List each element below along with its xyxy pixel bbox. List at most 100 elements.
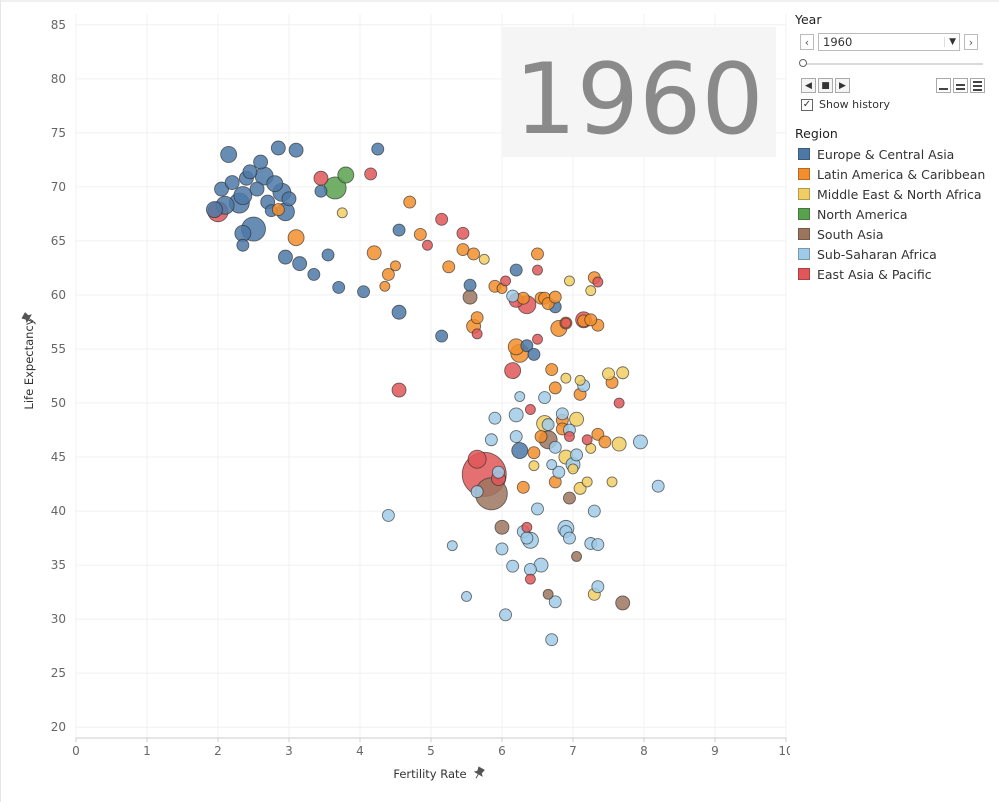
speed-medium-button[interactable] xyxy=(953,78,968,93)
speed-slow-button[interactable] xyxy=(936,78,951,93)
data-point-mena xyxy=(528,460,540,472)
data-point-mena xyxy=(574,374,586,386)
legend-swatch xyxy=(798,228,810,240)
previous-year-button[interactable]: ‹ xyxy=(800,34,814,50)
data-point-lac xyxy=(287,229,305,247)
data-point-ssa xyxy=(541,418,555,432)
legend-item[interactable]: South Asia xyxy=(798,224,985,244)
data-point-mena xyxy=(478,253,490,265)
legend-item[interactable]: East Asia & Pacific xyxy=(798,264,985,284)
data-point-eca xyxy=(220,146,238,163)
data-point-eap xyxy=(613,397,625,409)
data-point-eap xyxy=(391,382,407,398)
legend-item[interactable]: Latin America & Caribbean xyxy=(798,164,985,184)
data-point-lac xyxy=(456,243,470,257)
data-point-lac xyxy=(534,430,548,443)
data-point-mena xyxy=(616,366,630,380)
y-tick-label: 50 xyxy=(51,396,66,410)
step-back-button[interactable]: ◀ xyxy=(801,78,816,93)
data-point-eap xyxy=(524,573,536,585)
data-point-eap xyxy=(435,212,449,226)
data-point-eap xyxy=(364,167,378,181)
show-history-label: Show history xyxy=(819,98,891,111)
data-point-eca xyxy=(266,175,284,193)
data-point-eca xyxy=(281,191,297,207)
y-tick-label: 25 xyxy=(51,666,66,680)
data-point-lac xyxy=(516,480,530,494)
data-point-ssa xyxy=(520,531,534,545)
data-point-lac xyxy=(548,381,562,395)
data-point-ssa xyxy=(591,538,605,552)
step-back-icon: ◀ xyxy=(805,80,812,91)
data-point-mena xyxy=(564,275,575,287)
play-icon: ▶ xyxy=(839,80,846,91)
data-point-eca xyxy=(233,186,253,205)
year-selector: ‹ 1960 ▼ › xyxy=(800,32,978,52)
y-tick-label: 75 xyxy=(51,126,66,140)
data-point-ssa xyxy=(555,407,569,421)
x-tick-label: 10 xyxy=(778,744,790,758)
x-tick-label: 8 xyxy=(640,744,648,758)
legend-item[interactable]: Europe & Central Asia xyxy=(798,144,985,164)
data-point-lac xyxy=(271,203,285,217)
legend-swatch xyxy=(798,148,810,160)
data-point-sa xyxy=(571,551,582,562)
data-point-eca xyxy=(435,329,449,343)
data-point-eca xyxy=(527,347,541,361)
play-button[interactable]: ▶ xyxy=(835,78,850,93)
data-point-ssa xyxy=(506,559,520,573)
y-tick-label: 70 xyxy=(51,180,66,194)
x-tick-label: 9 xyxy=(711,744,719,758)
speed-fast-button[interactable] xyxy=(970,78,985,93)
region-legend-title: Region xyxy=(795,126,838,141)
data-point-ssa xyxy=(538,391,552,405)
data-point-eap xyxy=(471,328,483,340)
show-history-toggle[interactable]: ✓ Show history xyxy=(801,98,890,111)
data-point-sa xyxy=(542,588,554,600)
data-point-ssa xyxy=(531,502,544,516)
year-slider[interactable] xyxy=(799,59,983,67)
data-point-ssa xyxy=(633,434,648,450)
data-point-eap xyxy=(500,275,511,287)
data-point-lac xyxy=(470,311,484,325)
x-axis-title: Fertility Rate xyxy=(393,767,466,781)
data-point-ssa xyxy=(546,459,558,471)
legend-item[interactable]: Middle East & North Africa xyxy=(798,184,985,204)
data-point-eca xyxy=(391,304,407,320)
legend-label: Europe & Central Asia xyxy=(817,146,955,162)
data-point-ssa xyxy=(461,590,472,602)
data-point-eap xyxy=(581,434,593,446)
legend-item[interactable]: Sub-Saharan Africa xyxy=(798,244,985,264)
data-point-mena xyxy=(602,367,615,381)
data-point-eap xyxy=(504,362,522,380)
data-point-ssa xyxy=(484,433,498,447)
year-dropdown[interactable]: 1960 ▼ xyxy=(818,33,960,51)
x-tick-label: 2 xyxy=(214,744,222,758)
y-axis-title: Life Expectancy xyxy=(22,318,36,409)
playback-controls: ◀ ■ ▶ xyxy=(801,78,852,93)
year-dropdown-value: 1960 xyxy=(823,35,853,49)
data-point-mena xyxy=(585,285,597,297)
chevron-down-icon: ▼ xyxy=(944,37,956,47)
data-point-lac xyxy=(598,435,612,449)
data-point-sa xyxy=(563,491,576,505)
data-point-eca xyxy=(371,142,385,156)
data-point-eca xyxy=(321,248,335,262)
data-point-eca xyxy=(314,184,328,198)
year-backdrop xyxy=(502,27,776,157)
data-point-lac xyxy=(584,313,598,327)
show-history-checkbox[interactable]: ✓ xyxy=(801,98,813,111)
data-point-eap xyxy=(592,276,604,288)
y-tick-label: 85 xyxy=(51,18,66,32)
stop-button[interactable]: ■ xyxy=(818,78,833,93)
data-point-ssa xyxy=(552,465,566,479)
year-slider-thumb[interactable] xyxy=(799,59,807,67)
next-year-button[interactable]: › xyxy=(964,34,978,50)
y-tick-label: 45 xyxy=(51,450,66,464)
data-point-sa xyxy=(494,519,510,535)
legend-item[interactable]: North America xyxy=(798,204,985,224)
data-point-ssa xyxy=(591,580,605,594)
data-point-lac xyxy=(467,247,481,261)
data-point-mena xyxy=(611,436,627,452)
data-point-mena xyxy=(581,476,593,488)
